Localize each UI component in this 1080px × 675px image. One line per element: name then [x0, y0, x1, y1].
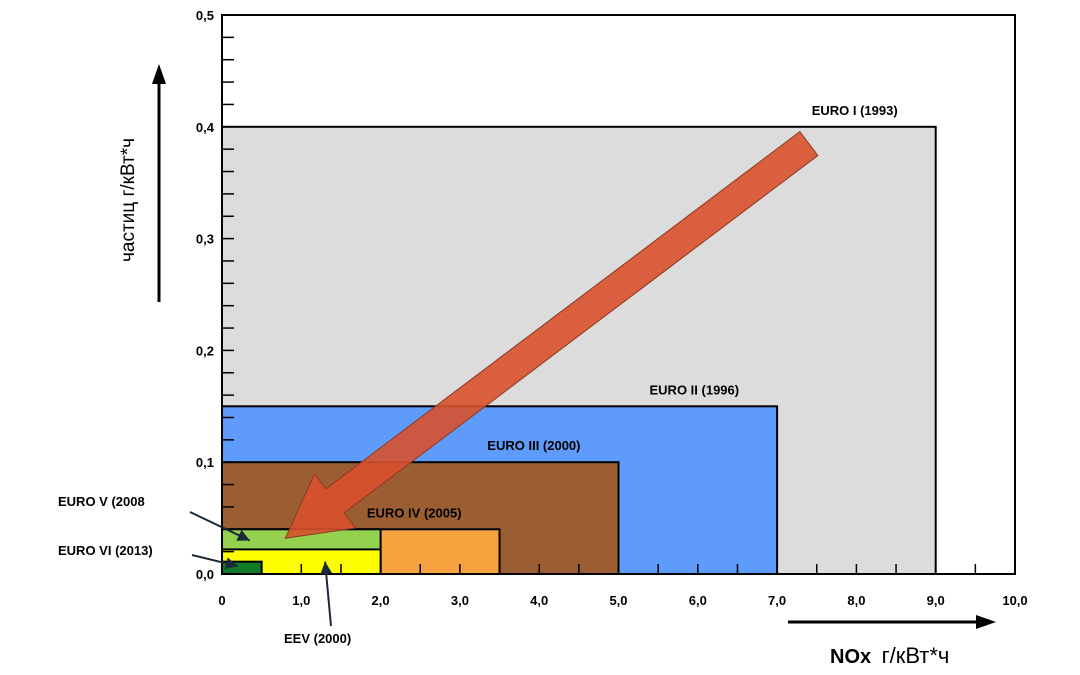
label-euro-iii-2000: EURO III (2000)	[487, 438, 580, 453]
label-euro-iv-2005: EURO IV (2005)	[367, 505, 462, 520]
trend-arrow	[284, 130, 819, 539]
x-tick-label: 4,0	[530, 593, 548, 608]
y-tick-label: 0,0	[196, 567, 214, 582]
x-tick-label: 5,0	[609, 593, 627, 608]
y-tick-label: 0,3	[196, 232, 214, 247]
x-tick-label: 3,0	[451, 593, 469, 608]
label-euro-ii-1996: EURO II (1996)	[650, 382, 740, 397]
x-axis-title-group: NOx г/кВт*ч	[788, 615, 996, 668]
x-axis-ticks: 0 1,0 2,0 3,0 4,0 5,0 6,0 7,0 8,0 9,0 10,0	[218, 564, 1028, 608]
label-euro-vi-2013: EURO VI (2013)	[58, 543, 153, 558]
y-tick-label: 0,2	[196, 343, 214, 358]
y-axis-arrowhead-icon	[152, 64, 166, 84]
x-axis-title: NOx г/кВт*ч	[830, 643, 949, 668]
x-tick-label: 1,0	[292, 593, 310, 608]
y-axis-title: частиц г/кВт*ч	[118, 138, 139, 262]
y-tick-label: 0,5	[196, 8, 214, 23]
callout-arrowhead-icon	[224, 557, 238, 570]
x-axis-title-prefix: NOx	[830, 646, 871, 668]
callout-arrowhead-icon	[236, 529, 250, 541]
y-axis-title-group: частиц г/кВт*ч	[118, 64, 166, 302]
x-tick-label: 10,0	[1002, 593, 1027, 608]
standard-areas	[221, 125, 937, 576]
label-euro-i-1993: EURO I (1993)	[812, 103, 898, 118]
x-axis-arrowhead-icon	[976, 615, 996, 629]
callout-arrowhead-icon	[320, 561, 333, 575]
callout-pointers	[189, 511, 333, 627]
x-tick-label: 9,0	[927, 593, 945, 608]
x-tick-label: 7,0	[768, 593, 786, 608]
x-tick-label: 0	[218, 593, 225, 608]
x-axis-title-suffix: г/кВт*ч	[882, 643, 950, 668]
label-eev-2000: EEV (2000)	[284, 631, 351, 646]
x-tick-label: 8,0	[847, 593, 865, 608]
label-euro-v-2008: EURO V (2008	[58, 494, 145, 509]
y-tick-label: 0,4	[196, 120, 215, 135]
standard-labels: EURO I (1993) EURO II (1996) EURO III (200…	[58, 103, 898, 646]
y-axis-ticks: 0,0 0,1 0,2 0,3 0,4 0,5	[196, 8, 234, 582]
y-tick-label: 0,1	[196, 455, 214, 470]
x-tick-label: 2,0	[372, 593, 390, 608]
x-tick-label: 6,0	[689, 593, 707, 608]
